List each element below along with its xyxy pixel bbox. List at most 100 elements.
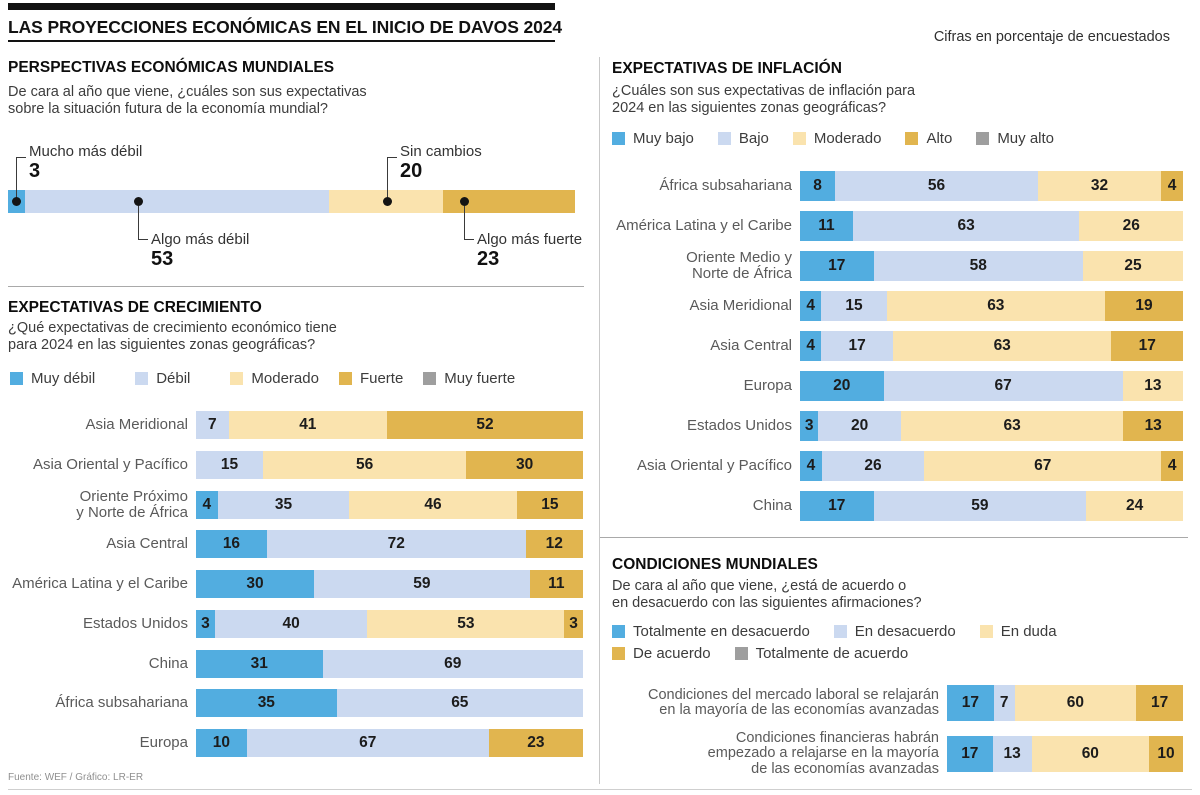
- section-title-condiciones: CONDICIONES MUNDIALES: [612, 556, 818, 573]
- chart-row: China 17 59 24: [612, 491, 1183, 521]
- segment-value: 63: [987, 297, 1005, 314]
- question-line: sobre la situación futura de la economía…: [8, 100, 328, 117]
- callout-label: Sin cambios: [400, 143, 482, 160]
- bar-segment: [328, 190, 444, 213]
- row-label: Europa: [8, 735, 196, 751]
- segment-value: 35: [257, 694, 275, 712]
- stacked-bar: 4 26 67 4: [800, 451, 1183, 481]
- segment-value: 26: [864, 457, 882, 474]
- stacked-bar: 4 17 63 17: [800, 331, 1183, 361]
- legend-condiciones-row1: Totalmente en desacuerdo En desacuerdo En …: [612, 623, 1081, 640]
- segment-value: 59: [413, 575, 431, 592]
- segment-value: 17: [1150, 694, 1169, 711]
- legend-label: Muy débil: [31, 370, 96, 387]
- legend-swatch-icon: [612, 132, 625, 145]
- inflacion-chart: África subsahariana 8 56 32 4 América Latina …: [612, 171, 1183, 531]
- question-line: ¿Cuáles son sus expectativas de inflació…: [612, 83, 916, 99]
- callout-value: 23: [477, 248, 500, 270]
- legend-label: Muy alto: [997, 130, 1055, 147]
- segment-value: 10: [1157, 745, 1175, 762]
- chart-row: Estados Unidos 3 40 53 3: [8, 609, 583, 638]
- bar-segment: 59: [873, 491, 1087, 521]
- segment-value: 65: [451, 694, 469, 712]
- legend-swatch-icon: [905, 132, 919, 145]
- bar-segment: 26: [1079, 211, 1183, 241]
- segment-value: 35: [274, 495, 293, 513]
- segment-value: 19: [1135, 297, 1153, 314]
- bar-segment: 24: [1086, 491, 1183, 521]
- segment-value: 3: [569, 614, 578, 632]
- row-label-line: Oriente Medio y: [686, 249, 792, 266]
- row-label-line: Asia Meridional: [85, 416, 188, 433]
- legend-label: Muy fuerte: [444, 370, 516, 387]
- bar-segment: 10: [196, 729, 247, 757]
- bar-segment: 65: [336, 689, 583, 718]
- row-label-line: Asia Central: [710, 337, 792, 354]
- bar-segment: 23: [488, 729, 584, 757]
- legend-swatch-icon: [230, 372, 244, 385]
- stacked-bar: 10 67 23: [196, 729, 584, 757]
- segment-value: 24: [1126, 497, 1144, 514]
- chart-row: Europa 10 67 23: [8, 729, 584, 757]
- segment-value: 53: [457, 614, 475, 632]
- row-label: China: [8, 655, 196, 672]
- segment-value: 63: [993, 337, 1011, 354]
- legend-swatch-icon: [338, 372, 352, 385]
- legend-item: Totalmente de acuerdo: [734, 645, 908, 662]
- section-title-inflacion: EXPECTATIVAS DE INFLACIÓN: [612, 60, 842, 77]
- stacked-bar: 31 69: [196, 649, 583, 678]
- legend-swatch-icon: [717, 132, 731, 145]
- bar-segment: 13: [992, 736, 1032, 772]
- legend-label: En duda: [1000, 623, 1057, 640]
- bar-segment: 32: [1037, 171, 1162, 201]
- segment-value: 11: [548, 575, 565, 592]
- stacked-bar: 17 13 60 10: [947, 736, 1183, 772]
- row-label: Asia Oriental y Pacífico: [8, 456, 196, 473]
- chart-row: Asia Oriental y Pacífico 15 56 30: [8, 450, 583, 479]
- bar-segment: 17: [821, 331, 893, 361]
- chart-row: América Latina y el Caribe 11 63 26: [612, 211, 1183, 241]
- legend-swatch-icon: [979, 625, 993, 638]
- bar-segment: 4: [1161, 171, 1183, 201]
- row-label-line: en la mayoría de las economías avanzadas: [659, 702, 939, 718]
- row-label-line: Asia Meridional: [689, 297, 792, 314]
- question-line: para 2024 en las siguientes zonas geográ…: [8, 336, 316, 353]
- bar-segment: 56: [835, 171, 1038, 201]
- segment-value: 60: [1066, 694, 1085, 711]
- row-label: Condiciones financieras habrán empezado a…: [612, 729, 947, 778]
- row-label-line: África subsahariana: [55, 694, 188, 712]
- stacked-bar: [8, 190, 576, 213]
- bar-segment: 20: [800, 371, 884, 401]
- segment-value: 20: [833, 377, 851, 394]
- segment-value: 7: [999, 694, 1009, 711]
- legend-label: Bajo: [738, 130, 769, 147]
- row-label-line: Condiciones financieras habrán: [735, 729, 939, 746]
- row-label-line: África subsahariana: [659, 177, 792, 194]
- segment-value: 12: [545, 535, 563, 553]
- segment-value: 40: [282, 614, 300, 632]
- bar-segment: 17: [800, 251, 874, 281]
- row-label-line: Oriente Próximo: [79, 487, 188, 505]
- bar-segment: 67: [883, 371, 1123, 401]
- row-label: Europa: [612, 378, 800, 394]
- question-crecimiento: ¿Qué expectativas de crecimiento económi…: [8, 320, 337, 353]
- bar-segment: 63: [892, 331, 1112, 361]
- chart-row: Asia Meridional 7 41 52: [8, 411, 583, 439]
- legend-item: En duda: [979, 623, 1057, 640]
- title-rule: [8, 40, 555, 42]
- stacked-bar: 16 72 12: [196, 530, 583, 559]
- segment-value: 30: [515, 455, 534, 473]
- segment-value: 4: [202, 495, 212, 513]
- row-label: América Latina y el Caribe: [8, 576, 196, 592]
- infographic-title: LAS PROYECCIONES ECONÓMICAS EN EL INICIO…: [8, 17, 563, 37]
- row-label: Estados Unidos: [8, 614, 196, 632]
- row-label-line: Estados Unidos: [82, 614, 188, 632]
- stacked-bar: 3 40 53 3: [196, 609, 583, 638]
- bar-segment: 35: [217, 490, 350, 519]
- chart-row: África subsahariana 35 65: [8, 689, 583, 718]
- bar-segment: 58: [873, 251, 1083, 281]
- segment-value: 13: [1003, 745, 1021, 762]
- question-line: en desacuerdo con las siguientes afirmac…: [612, 594, 922, 611]
- stacked-bar: 17 7 60 17: [947, 685, 1183, 721]
- bar-segment: 30: [466, 450, 583, 479]
